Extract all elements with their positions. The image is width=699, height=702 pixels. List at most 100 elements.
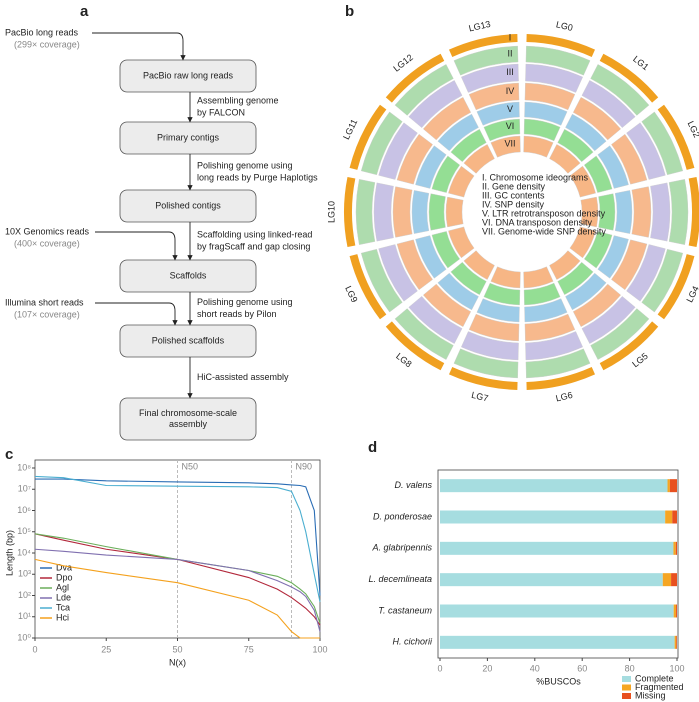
chromosome-label: LG10 bbox=[326, 201, 336, 223]
circos-track bbox=[569, 226, 596, 259]
circos-track bbox=[461, 331, 519, 361]
circos-track bbox=[463, 144, 495, 174]
circos-track bbox=[549, 250, 581, 280]
circos-legend: VI. DNA transposon density bbox=[482, 217, 593, 227]
circos-legend: IV. SNP density bbox=[482, 199, 545, 209]
x-tick-label: 0 bbox=[32, 644, 37, 654]
bar-segment bbox=[671, 573, 677, 587]
circos-track bbox=[385, 53, 445, 103]
bar-segment bbox=[662, 573, 672, 587]
circos-track bbox=[523, 266, 554, 289]
circos-track bbox=[378, 122, 418, 180]
node-label: assembly bbox=[169, 419, 208, 429]
category-label: A. glabripennis bbox=[371, 543, 432, 553]
flow-node bbox=[119, 59, 257, 93]
circos-track bbox=[483, 118, 521, 142]
circos-track bbox=[483, 282, 521, 306]
circos-track bbox=[526, 34, 596, 57]
x-tick-label: 100 bbox=[669, 663, 684, 673]
legend-label: Hci bbox=[56, 612, 69, 622]
circos-track bbox=[580, 196, 599, 228]
circos-legend: V. LTR retrotransposon density bbox=[482, 208, 606, 218]
bar-segment bbox=[440, 573, 663, 587]
legend-swatch bbox=[622, 684, 631, 691]
edge-label: Polishing genome using bbox=[197, 297, 293, 307]
chromosome-label: LG11 bbox=[341, 117, 359, 141]
track-label: II bbox=[507, 48, 512, 58]
circos-track bbox=[526, 367, 596, 390]
x-tick-label: 100 bbox=[312, 644, 327, 654]
circos-track bbox=[581, 296, 636, 344]
circos-track bbox=[565, 113, 607, 152]
circos-track bbox=[611, 239, 648, 291]
x-tick-label: 0 bbox=[437, 663, 442, 673]
circos-track bbox=[626, 122, 666, 180]
category-label: H. cichorii bbox=[392, 637, 433, 647]
circos-track bbox=[525, 63, 583, 93]
circos-track bbox=[360, 111, 403, 176]
circos-track bbox=[523, 118, 561, 142]
chromosome-label: LG1 bbox=[631, 54, 651, 72]
circos-track bbox=[650, 182, 671, 242]
circos-track bbox=[597, 145, 629, 189]
y-tick-label: 10⁸ bbox=[17, 462, 31, 472]
circos-track bbox=[657, 104, 695, 170]
y-tick-label: 10³ bbox=[18, 569, 31, 579]
x-axis-label: N(x) bbox=[169, 657, 186, 667]
category-label: L. decemlineata bbox=[368, 574, 432, 584]
y-tick-label: 10⁶ bbox=[17, 505, 31, 515]
y-tick-label: 10¹ bbox=[18, 611, 31, 621]
circos-track bbox=[408, 296, 463, 344]
circos-track bbox=[431, 231, 461, 269]
circos-track bbox=[349, 254, 387, 320]
bar-segment bbox=[674, 635, 677, 649]
circos-track bbox=[557, 261, 594, 295]
input-label: 10X Genomics reads bbox=[5, 226, 90, 236]
circos-track bbox=[378, 244, 418, 302]
bar-segment bbox=[440, 541, 674, 555]
circos-track bbox=[523, 282, 561, 306]
circos-track bbox=[599, 321, 659, 371]
track-label: I bbox=[509, 32, 512, 42]
circos-track bbox=[525, 331, 583, 361]
circos-track bbox=[453, 45, 519, 76]
track-label: V bbox=[507, 104, 513, 114]
legend-swatch bbox=[622, 676, 631, 682]
category-label: D. valens bbox=[394, 480, 432, 490]
circos-track bbox=[641, 111, 684, 176]
chromosome-label: LG7 bbox=[470, 390, 489, 404]
category-label: D. ponderosae bbox=[373, 511, 432, 521]
circos-track bbox=[657, 254, 695, 320]
circos-track bbox=[437, 113, 479, 152]
circos-track bbox=[524, 82, 576, 111]
series-line bbox=[34, 475, 321, 603]
x-tick-label: 25 bbox=[101, 644, 111, 654]
legend-label: Agl bbox=[56, 582, 69, 592]
circos-track bbox=[549, 144, 581, 174]
panel-letter: c bbox=[5, 446, 13, 463]
circos-track bbox=[525, 348, 591, 379]
bar-segment bbox=[676, 604, 677, 618]
annotation-label: N90 bbox=[296, 461, 313, 471]
circos-track bbox=[431, 155, 461, 193]
input-arrow bbox=[92, 32, 186, 61]
edge-label: Polishing genome using bbox=[197, 160, 293, 170]
circos-track bbox=[415, 145, 447, 189]
circos-track bbox=[569, 165, 596, 198]
circos-track bbox=[598, 193, 616, 231]
annotation-label: N50 bbox=[182, 461, 199, 471]
track-label: VII bbox=[504, 138, 515, 148]
circos-track bbox=[408, 80, 463, 128]
legend-label: Lde bbox=[56, 592, 71, 602]
circos-track bbox=[590, 64, 650, 116]
x-tick-label: 80 bbox=[625, 663, 635, 673]
circos-track bbox=[415, 235, 447, 279]
circos-track bbox=[448, 165, 475, 198]
circos-track bbox=[385, 321, 445, 371]
circos-track bbox=[590, 308, 650, 360]
circos-track bbox=[448, 34, 518, 57]
x-tick-label: 20 bbox=[482, 663, 492, 673]
circos-track bbox=[626, 244, 666, 302]
bar-segment bbox=[440, 604, 674, 618]
edge-label: HiC-assisted assembly bbox=[197, 372, 289, 382]
